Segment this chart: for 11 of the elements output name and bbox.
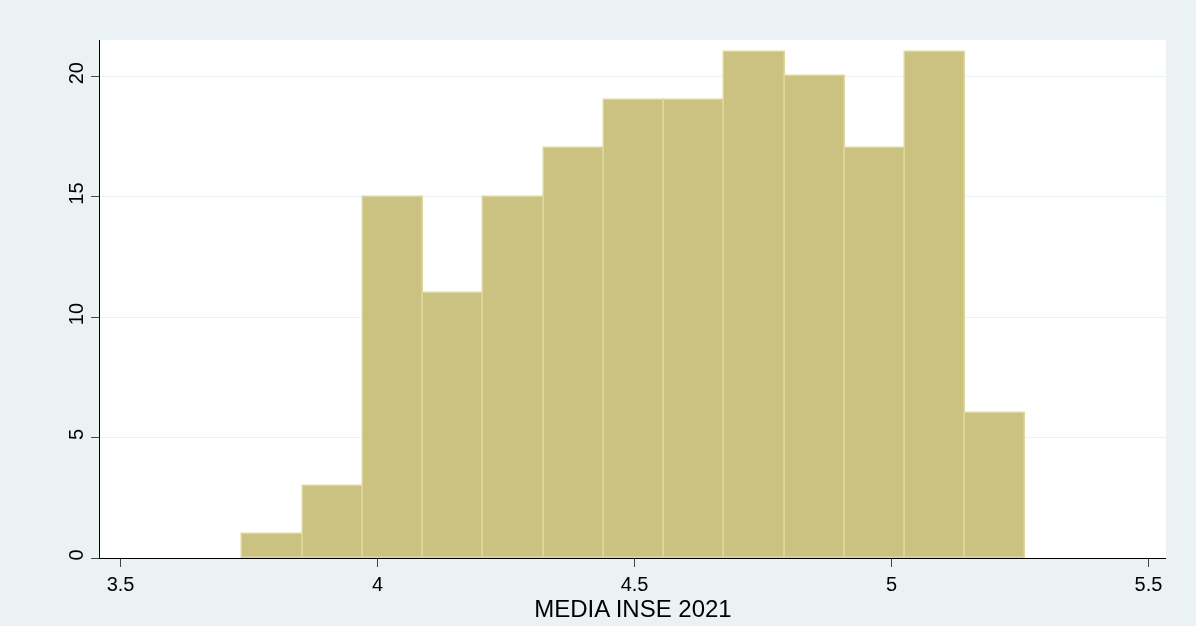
y-tick-label: 5 <box>65 428 87 441</box>
x-tick-label: 4 <box>371 573 384 595</box>
y-tick-label: 20 <box>65 62 87 85</box>
x-tick-label: 5.5 <box>1134 573 1163 595</box>
x-tick-label: 3.5 <box>106 573 135 595</box>
x-tick-label: 5 <box>885 573 898 595</box>
y-tick-label: 0 <box>65 549 87 561</box>
x-tick-label: 4.5 <box>620 573 649 595</box>
y-tick-label: 10 <box>65 302 87 326</box>
y-tick-label: 15 <box>65 182 87 205</box>
x-axis-title: MEDIA INSE 2021 <box>534 595 732 622</box>
